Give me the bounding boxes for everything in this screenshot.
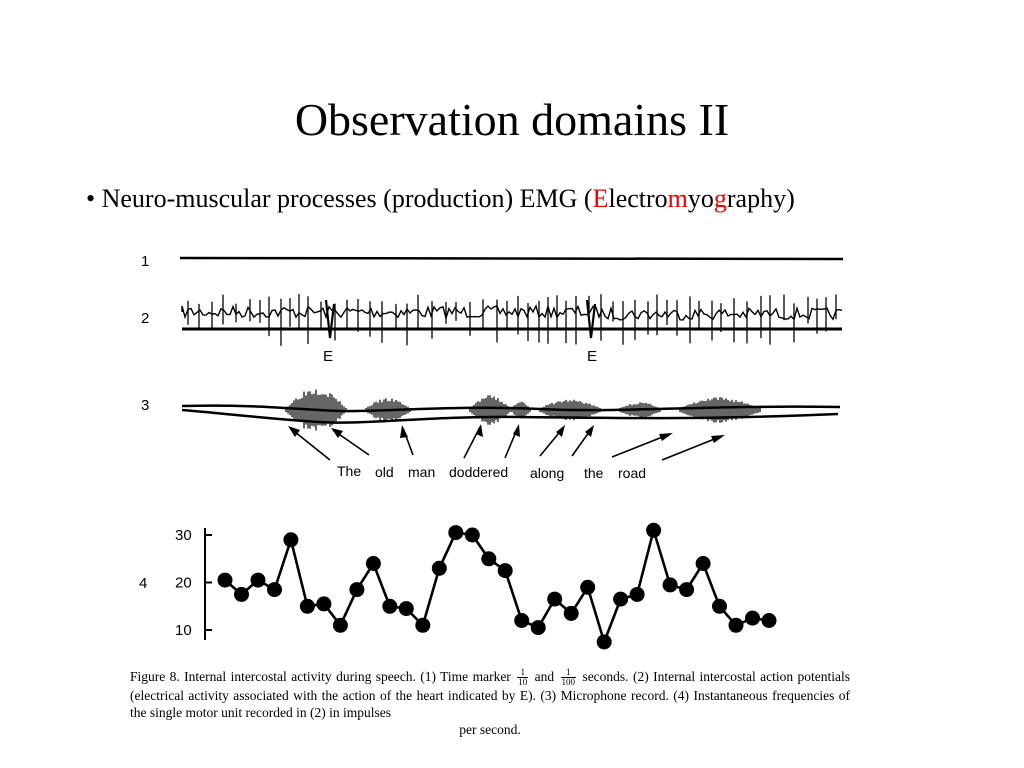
data-point <box>267 582 282 598</box>
data-point <box>728 617 744 633</box>
frequency-points <box>217 522 777 650</box>
trace-label-4: 4 <box>139 575 147 592</box>
data-point <box>464 527 480 543</box>
emg-part-raphy: raphy <box>726 184 787 213</box>
bullet-emg-word: Electromyography <box>593 184 787 213</box>
mic-baseline-upper <box>181 404 841 413</box>
data-point <box>514 613 530 628</box>
data-point <box>497 563 513 579</box>
data-point <box>530 620 546 636</box>
data-point <box>382 598 398 614</box>
data-point <box>217 572 233 588</box>
data-point <box>316 596 332 612</box>
mic-baseline-lower <box>181 408 839 424</box>
microphone-trace <box>181 389 841 431</box>
data-point <box>481 551 497 567</box>
bullet-suffix: ) <box>786 184 795 213</box>
caption-part-1: Figure 8. Internal intercostal activity … <box>130 669 511 684</box>
data-point <box>448 525 464 541</box>
heart-marker-e-2: E <box>587 348 597 365</box>
data-point <box>646 522 662 538</box>
data-point <box>712 598 727 614</box>
arrow-the-2 <box>611 433 671 458</box>
bullet-emg: • Neuro-muscular processes (production) … <box>86 181 795 217</box>
word-arrows <box>289 426 723 461</box>
slide-title: Observation domains II <box>294 94 730 145</box>
trace-label-3: 3 <box>141 397 149 414</box>
data-point <box>365 556 381 571</box>
data-point <box>580 579 596 595</box>
data-point <box>596 634 612 650</box>
data-point <box>695 556 711 571</box>
heart-artifact <box>585 299 597 339</box>
trace-label-1: 1 <box>141 253 149 270</box>
data-point <box>547 591 563 607</box>
data-point <box>613 591 629 607</box>
frequency-chart: 30 20 10 <box>175 522 777 650</box>
data-point <box>415 617 431 633</box>
time-marker-trace <box>179 256 844 261</box>
data-point <box>563 605 579 621</box>
fraction-hundredth-denominator: 100 <box>561 677 576 688</box>
data-point <box>250 572 266 588</box>
data-point <box>283 532 299 548</box>
y-tick-label: 10 <box>175 622 192 639</box>
data-point <box>398 601 414 617</box>
data-point <box>234 586 249 602</box>
word-road: road <box>618 465 646 481</box>
caption-last-line: per second. <box>459 722 521 738</box>
fraction-hundredth-numerator: 1 <box>560 668 577 679</box>
arrow-road <box>661 435 723 461</box>
data-point <box>332 617 348 633</box>
data-point <box>629 586 645 602</box>
y-tick-label: 30 <box>175 527 192 544</box>
trace-label-2: 2 <box>141 310 149 327</box>
frequency-line <box>224 525 770 646</box>
data-point <box>761 613 777 628</box>
fraction-tenth-denominator: 10 <box>518 677 528 688</box>
emg-part-lectro: lectro <box>608 184 668 213</box>
bullet-prefix: • Neuro-muscular processes (production) … <box>86 184 593 213</box>
emg-letter-e: E <box>592 184 609 213</box>
data-point <box>679 582 695 598</box>
word-the-2: the <box>584 465 604 481</box>
word-the: The <box>337 463 361 479</box>
fraction-hundredth: 1 100 <box>560 668 577 688</box>
emg-trace <box>181 294 843 346</box>
emg-letter-m: m <box>667 184 688 213</box>
data-point <box>745 610 760 626</box>
word-man: man <box>408 464 435 480</box>
emg-part-yo: yo <box>687 184 714 213</box>
word-along: along <box>530 465 564 481</box>
emg-letter-g: g <box>713 184 727 213</box>
caption-and: and <box>534 669 555 684</box>
heart-artifact <box>324 299 336 339</box>
heart-marker-e-1: E <box>323 348 333 365</box>
arrow-heads <box>288 424 725 443</box>
data-point <box>662 577 678 593</box>
fraction-tenth-numerator: 1 <box>517 668 529 679</box>
caption-part-2: seconds. (2) Internal intercostal action… <box>130 669 851 721</box>
data-point <box>349 582 365 598</box>
fraction-tenth: 1 10 <box>517 668 529 688</box>
word-doddered: doddered <box>449 464 508 480</box>
data-point <box>299 598 315 614</box>
y-ticks: 30 20 10 <box>175 527 212 639</box>
y-tick-label: 20 <box>175 575 192 592</box>
data-point <box>431 560 447 576</box>
figure-caption: Figure 8. Internal intercostal activity … <box>130 668 850 738</box>
word-old: old <box>375 464 394 480</box>
